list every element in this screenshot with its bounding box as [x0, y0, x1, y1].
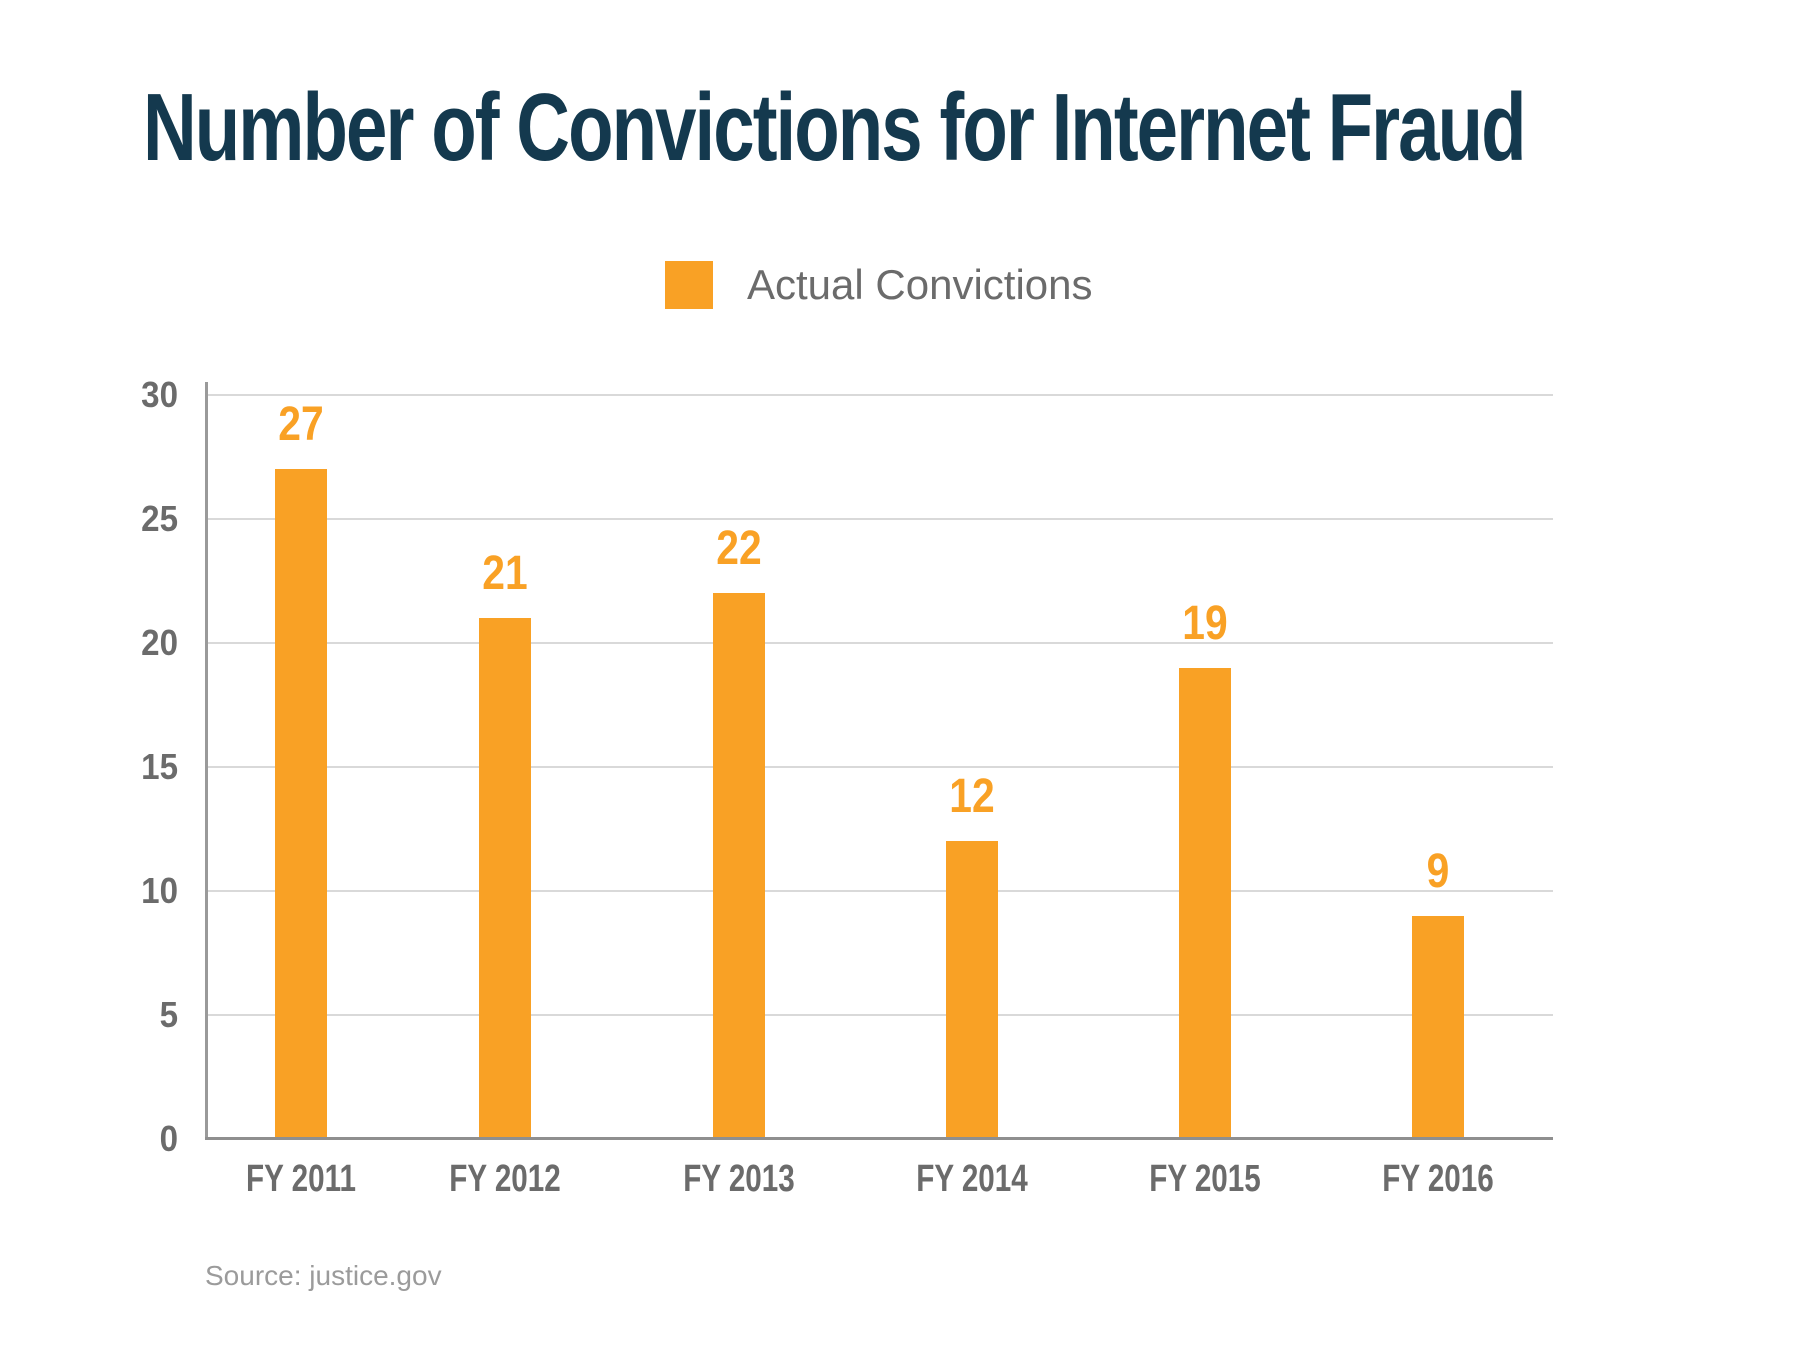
gridlines	[207, 382, 1553, 1139]
y-tick-label-20: 20	[141, 622, 178, 663]
x-tick-label-fy-2014: FY 2014	[916, 1158, 1028, 1200]
gridline-15	[207, 766, 1553, 768]
bar-fy-2013	[713, 593, 765, 1139]
bars-container: 27 21 22 12 19 9	[207, 382, 1553, 1139]
y-tick-label-30: 30	[141, 374, 178, 415]
legend-label: Actual Convictions	[747, 261, 1093, 308]
y-tick-label-0: 0	[159, 1118, 178, 1159]
gridline-20	[207, 642, 1553, 644]
bar-fy-2011	[275, 469, 327, 1139]
x-tick-label-fy-2016: FY 2016	[1382, 1158, 1494, 1200]
bar-fy-2016	[1412, 915, 1464, 1139]
x-tick-label-fy-2013: FY 2013	[683, 1158, 795, 1200]
gridline-10	[207, 890, 1553, 892]
y-tick-label-25: 25	[141, 498, 178, 539]
x-tick-label-fy-2012: FY 2012	[449, 1158, 561, 1200]
y-tick-label-5: 5	[159, 994, 178, 1035]
bar-fy-2015	[1179, 667, 1231, 1139]
bar-value-label-fy-2012: 21	[482, 547, 528, 601]
bar-fy-2012	[479, 618, 531, 1139]
x-tick-label-fy-2011: FY 2011	[246, 1158, 356, 1200]
legend-swatch	[665, 261, 713, 309]
source-caption: Source: justice.gov	[205, 1260, 442, 1291]
x-axis-line	[205, 1137, 1553, 1140]
bar-chart-plot: 27 21 22 12 19 9	[207, 382, 1553, 1139]
gridline-5	[207, 1014, 1553, 1016]
gridline-30	[207, 394, 1553, 396]
gridline-25	[207, 518, 1553, 520]
x-tick-label-fy-2015: FY 2015	[1149, 1158, 1261, 1200]
bar-value-label-fy-2015: 19	[1182, 596, 1228, 650]
bar-value-label-fy-2014: 12	[949, 770, 995, 824]
chart-title: Number of Convictions for Internet Fraud	[143, 74, 1527, 181]
y-tick-label-15: 15	[141, 746, 178, 787]
legend: Actual Convictions	[665, 261, 1093, 309]
bar-value-label-fy-2011: 27	[278, 398, 324, 452]
bar-value-label-fy-2013: 22	[716, 522, 762, 576]
bar-value-label-fy-2016: 9	[1426, 844, 1450, 898]
bar-fy-2014	[946, 841, 998, 1139]
y-axis-line	[205, 382, 208, 1140]
y-tick-label-10: 10	[141, 870, 178, 911]
